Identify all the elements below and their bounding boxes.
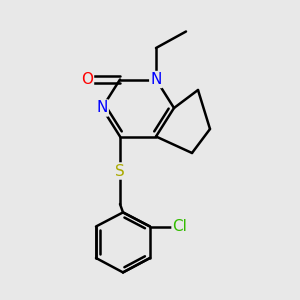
Text: S: S — [115, 164, 125, 178]
Text: N: N — [96, 100, 108, 116]
Text: Cl: Cl — [172, 219, 188, 234]
Text: O: O — [81, 72, 93, 87]
Text: N: N — [150, 72, 162, 87]
